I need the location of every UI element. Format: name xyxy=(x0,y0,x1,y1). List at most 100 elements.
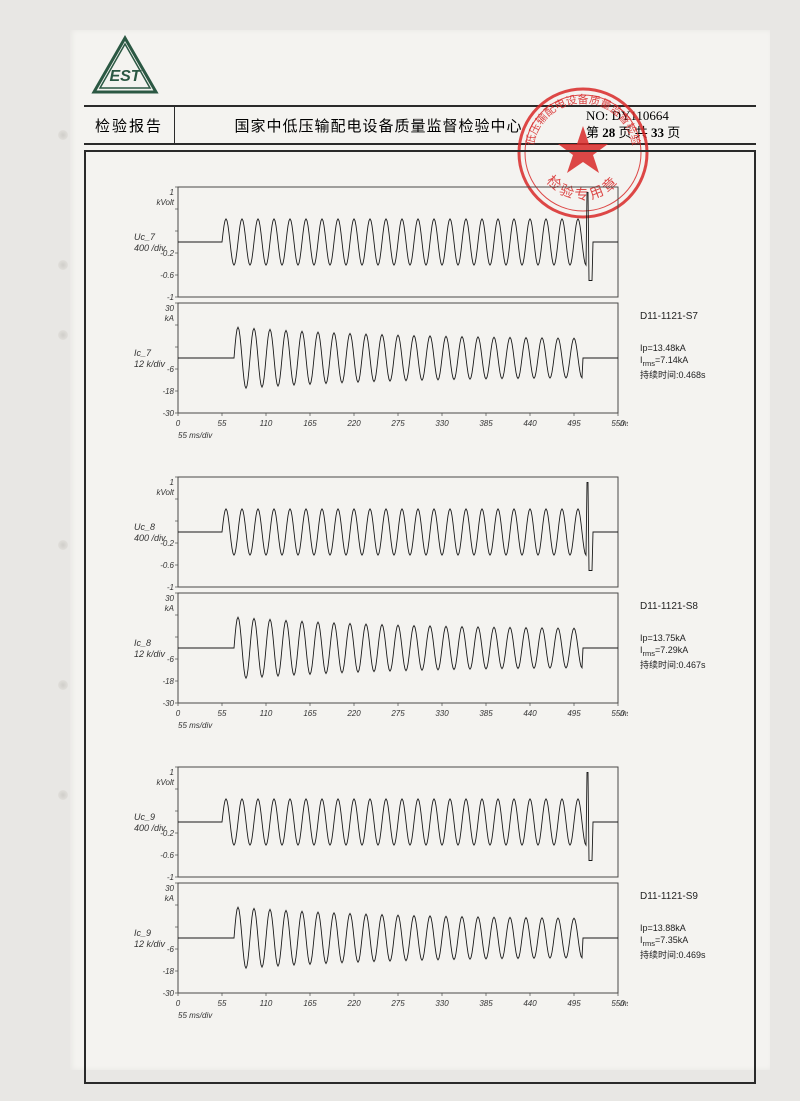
svg-text:30: 30 xyxy=(165,594,174,603)
irms-value: Irms=7.35kA xyxy=(640,934,750,949)
svg-text:110: 110 xyxy=(260,419,273,428)
svg-text:110: 110 xyxy=(260,709,273,718)
svg-text:0: 0 xyxy=(176,999,181,1008)
page-total: 33 xyxy=(651,125,664,140)
svg-text:30: 30 xyxy=(165,884,174,893)
svg-text:kA: kA xyxy=(165,894,174,903)
chart-group-3: 1kVolt-0.2-0.6-1Uc_9400 /div30kA-6-18-30… xyxy=(128,762,628,1042)
svg-text:ms: ms xyxy=(620,999,628,1008)
report-page: EST 检验报告 国家中低压输配电设备质量监督检验中心 NO: DY110664… xyxy=(70,30,770,1070)
svg-text:kVolt: kVolt xyxy=(157,198,175,207)
page-prefix: 第 xyxy=(586,125,599,140)
svg-text:55: 55 xyxy=(218,999,227,1008)
ip-value: Ip=13.75kA xyxy=(640,632,750,644)
svg-text:440: 440 xyxy=(523,419,537,428)
svg-text:-18: -18 xyxy=(162,967,174,976)
svg-text:400 /div: 400 /div xyxy=(134,533,166,543)
svg-text:-30: -30 xyxy=(162,989,174,998)
svg-text:Uc_8: Uc_8 xyxy=(134,522,155,532)
test-id: D11-1121-S7 xyxy=(640,310,750,324)
svg-text:275: 275 xyxy=(390,419,405,428)
svg-text:165: 165 xyxy=(303,709,317,718)
svg-text:-18: -18 xyxy=(162,677,174,686)
content-frame: 1kVolt-0.2-0.6-1Uc_7400 /div30kA-6-18-30… xyxy=(84,150,756,1084)
report-no: DY110664 xyxy=(612,108,669,123)
svg-text:385: 385 xyxy=(479,999,493,1008)
svg-text:kVolt: kVolt xyxy=(157,488,175,497)
svg-text:275: 275 xyxy=(390,709,405,718)
svg-text:kVolt: kVolt xyxy=(157,778,175,787)
svg-text:-30: -30 xyxy=(162,699,174,708)
svg-text:275: 275 xyxy=(390,999,405,1008)
chart-group-1: 1kVolt-0.2-0.6-1Uc_7400 /div30kA-6-18-30… xyxy=(128,182,628,462)
binder-holes xyxy=(50,0,64,1101)
svg-text:Ic_8: Ic_8 xyxy=(134,638,151,648)
svg-text:55: 55 xyxy=(218,709,227,718)
center-title: 国家中低压输配电设备质量监督检验中心 xyxy=(175,115,582,136)
svg-text:330: 330 xyxy=(435,419,449,428)
svg-text:12 k/div: 12 k/div xyxy=(134,359,166,369)
svg-text:ms: ms xyxy=(620,709,628,718)
ip-value: Ip=13.88kA xyxy=(640,922,750,934)
svg-text:EST: EST xyxy=(109,68,141,85)
svg-text:ms: ms xyxy=(620,419,628,428)
svg-text:kA: kA xyxy=(165,314,174,323)
svg-text:-6: -6 xyxy=(167,655,175,664)
svg-text:400 /div: 400 /div xyxy=(134,243,166,253)
svg-text:-1: -1 xyxy=(167,583,174,592)
svg-text:400 /div: 400 /div xyxy=(134,823,166,833)
duration-value: 持续时间:0.469s xyxy=(640,949,750,961)
svg-text:110: 110 xyxy=(260,999,273,1008)
side-info-1: D11-1121-S7 Ip=13.48kA Irms=7.14kA 持续时间:… xyxy=(640,310,750,381)
svg-text:-1: -1 xyxy=(167,873,174,882)
svg-text:-18: -18 xyxy=(162,387,174,396)
svg-text:kA: kA xyxy=(165,604,174,613)
svg-text:Ic_9: Ic_9 xyxy=(134,928,151,938)
svg-text:Uc_7: Uc_7 xyxy=(134,232,156,242)
svg-text:220: 220 xyxy=(346,999,361,1008)
svg-text:-6: -6 xyxy=(167,365,175,374)
svg-text:0: 0 xyxy=(176,709,181,718)
page-suffix: 页 xyxy=(667,125,680,140)
svg-text:55 ms/div: 55 ms/div xyxy=(178,721,213,730)
irms-value: Irms=7.29kA xyxy=(640,644,750,659)
svg-text:55: 55 xyxy=(218,419,227,428)
svg-text:440: 440 xyxy=(523,709,537,718)
svg-text:Uc_9: Uc_9 xyxy=(134,812,155,822)
ip-value: Ip=13.48kA xyxy=(640,342,750,354)
svg-text:30: 30 xyxy=(165,304,174,313)
side-info-2: D11-1121-S8 Ip=13.75kA Irms=7.29kA 持续时间:… xyxy=(640,600,750,671)
svg-text:1: 1 xyxy=(170,188,174,197)
svg-text:440: 440 xyxy=(523,999,537,1008)
svg-text:-0.6: -0.6 xyxy=(160,271,174,280)
svg-text:385: 385 xyxy=(479,419,493,428)
svg-text:0: 0 xyxy=(176,419,181,428)
duration-value: 持续时间:0.467s xyxy=(640,659,750,671)
page-mid: 页 共 xyxy=(619,125,648,140)
chart-group-2: 1kVolt-0.2-0.6-1Uc_8400 /div30kA-6-18-30… xyxy=(128,472,628,752)
svg-text:12 k/div: 12 k/div xyxy=(134,939,166,949)
svg-text:495: 495 xyxy=(567,999,581,1008)
svg-text:1: 1 xyxy=(170,478,174,487)
test-id: D11-1121-S9 xyxy=(640,890,750,904)
svg-text:165: 165 xyxy=(303,999,317,1008)
est-logo: EST xyxy=(90,35,160,97)
svg-text:165: 165 xyxy=(303,419,317,428)
svg-text:-1: -1 xyxy=(167,293,174,302)
svg-text:-0.6: -0.6 xyxy=(160,851,174,860)
svg-text:-30: -30 xyxy=(162,409,174,418)
svg-text:385: 385 xyxy=(479,709,493,718)
svg-text:55 ms/div: 55 ms/div xyxy=(178,431,213,440)
svg-text:330: 330 xyxy=(435,709,449,718)
svg-text:330: 330 xyxy=(435,999,449,1008)
svg-text:Ic_7: Ic_7 xyxy=(134,348,152,358)
duration-value: 持续时间:0.468s xyxy=(640,369,750,381)
svg-text:220: 220 xyxy=(346,709,361,718)
side-info-3: D11-1121-S9 Ip=13.88kA Irms=7.35kA 持续时间:… xyxy=(640,890,750,961)
header-bar: 检验报告 国家中低压输配电设备质量监督检验中心 NO: DY110664 第 2… xyxy=(84,105,756,145)
svg-text:220: 220 xyxy=(346,419,361,428)
svg-text:55 ms/div: 55 ms/div xyxy=(178,1011,213,1020)
header-meta: NO: DY110664 第 28 页 共 33 页 xyxy=(582,108,756,142)
report-no-label: NO: xyxy=(586,108,608,123)
page-current: 28 xyxy=(602,125,615,140)
